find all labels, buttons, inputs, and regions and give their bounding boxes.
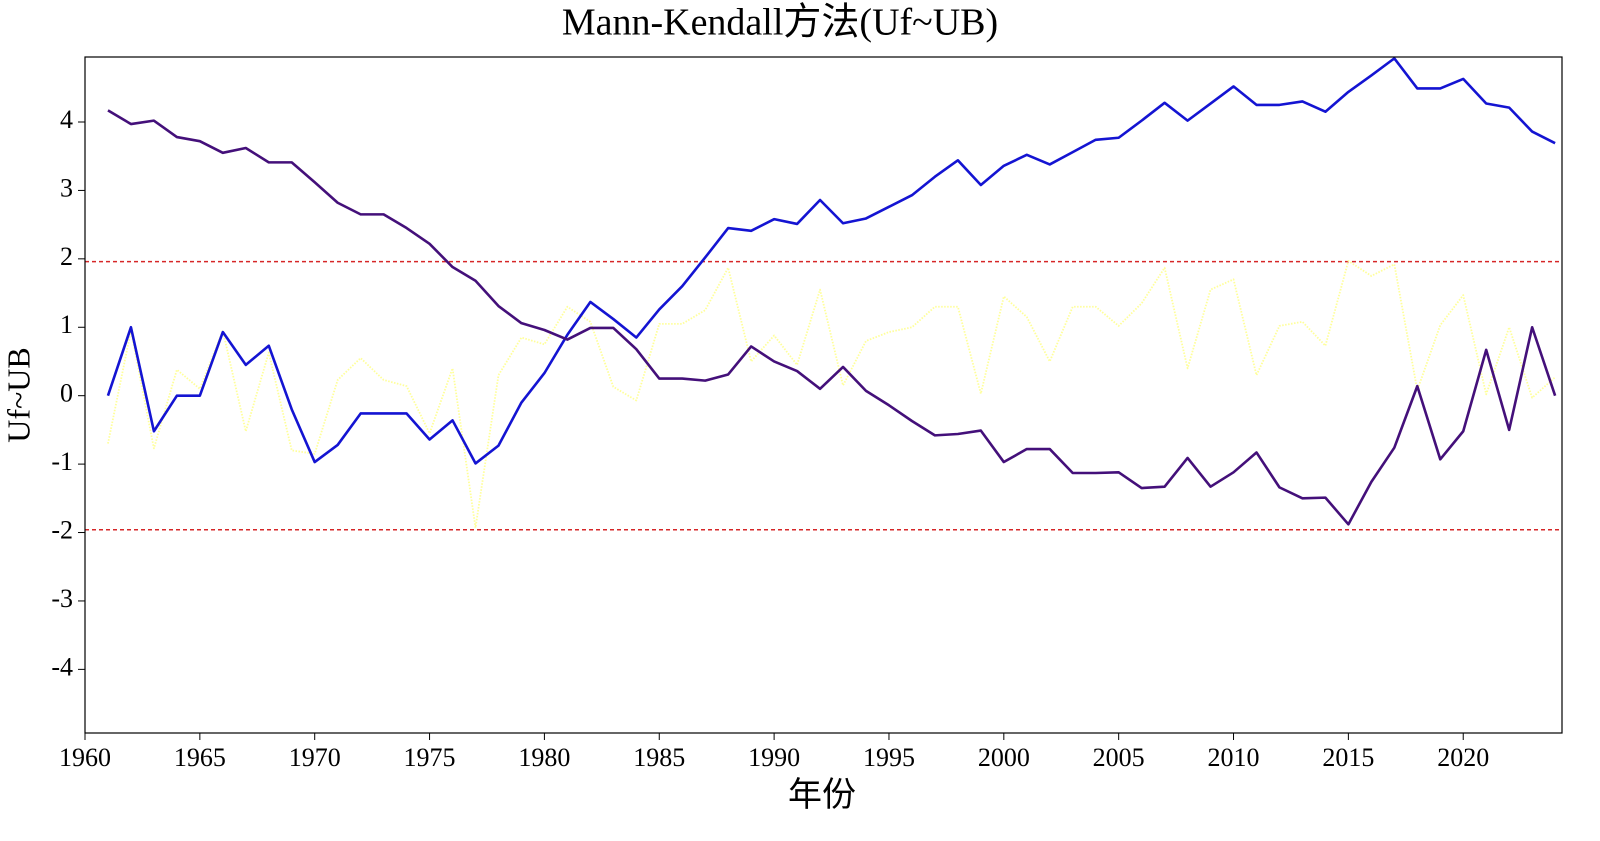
y-tick-label: 0 — [60, 379, 73, 408]
x-axis-label: 年份 — [788, 776, 856, 814]
x-tick-label: 1980 — [518, 743, 570, 772]
x-tick-label: 2000 — [978, 743, 1030, 772]
x-tick-label: 1965 — [174, 743, 226, 772]
series-line — [107, 259, 1556, 529]
series-line — [107, 109, 1557, 526]
x-tick-label: 2005 — [1093, 743, 1145, 772]
chart-title: Mann-Kendall方法(Uf~UB) — [562, 2, 998, 44]
x-tick-label: 1970 — [289, 743, 341, 772]
y-tick-label: -2 — [51, 515, 73, 544]
y-tick-label: 4 — [60, 105, 73, 134]
y-tick-label: -4 — [51, 652, 73, 681]
x-tick-label: 1990 — [748, 743, 800, 772]
series-line — [106, 57, 1556, 465]
x-tick-label: 1960 — [59, 743, 111, 772]
y-tick-label: -3 — [51, 584, 73, 613]
y-tick-label: -1 — [51, 447, 73, 476]
y-tick-label: 1 — [60, 310, 73, 339]
y-axis-label: Uf~UB — [0, 347, 36, 443]
y-tick-label: 2 — [60, 242, 73, 271]
x-tick-label: 1985 — [633, 743, 685, 772]
y-tick-label: 3 — [60, 173, 73, 202]
x-tick-label: 1975 — [404, 743, 456, 772]
x-tick-label: 2010 — [1208, 743, 1260, 772]
x-tick-label: 2020 — [1437, 743, 1489, 772]
plot-frame — [84, 56, 1563, 734]
x-tick-label: 1995 — [863, 743, 915, 772]
x-tick-label: 2015 — [1322, 743, 1374, 772]
